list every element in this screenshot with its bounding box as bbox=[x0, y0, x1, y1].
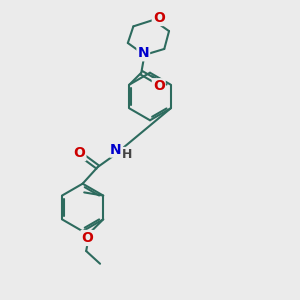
Text: O: O bbox=[153, 11, 165, 25]
Text: N: N bbox=[110, 142, 122, 157]
Text: N: N bbox=[137, 46, 149, 60]
Text: O: O bbox=[74, 146, 86, 160]
Text: O: O bbox=[81, 231, 93, 245]
Text: H: H bbox=[122, 148, 132, 161]
Text: O: O bbox=[153, 79, 165, 93]
